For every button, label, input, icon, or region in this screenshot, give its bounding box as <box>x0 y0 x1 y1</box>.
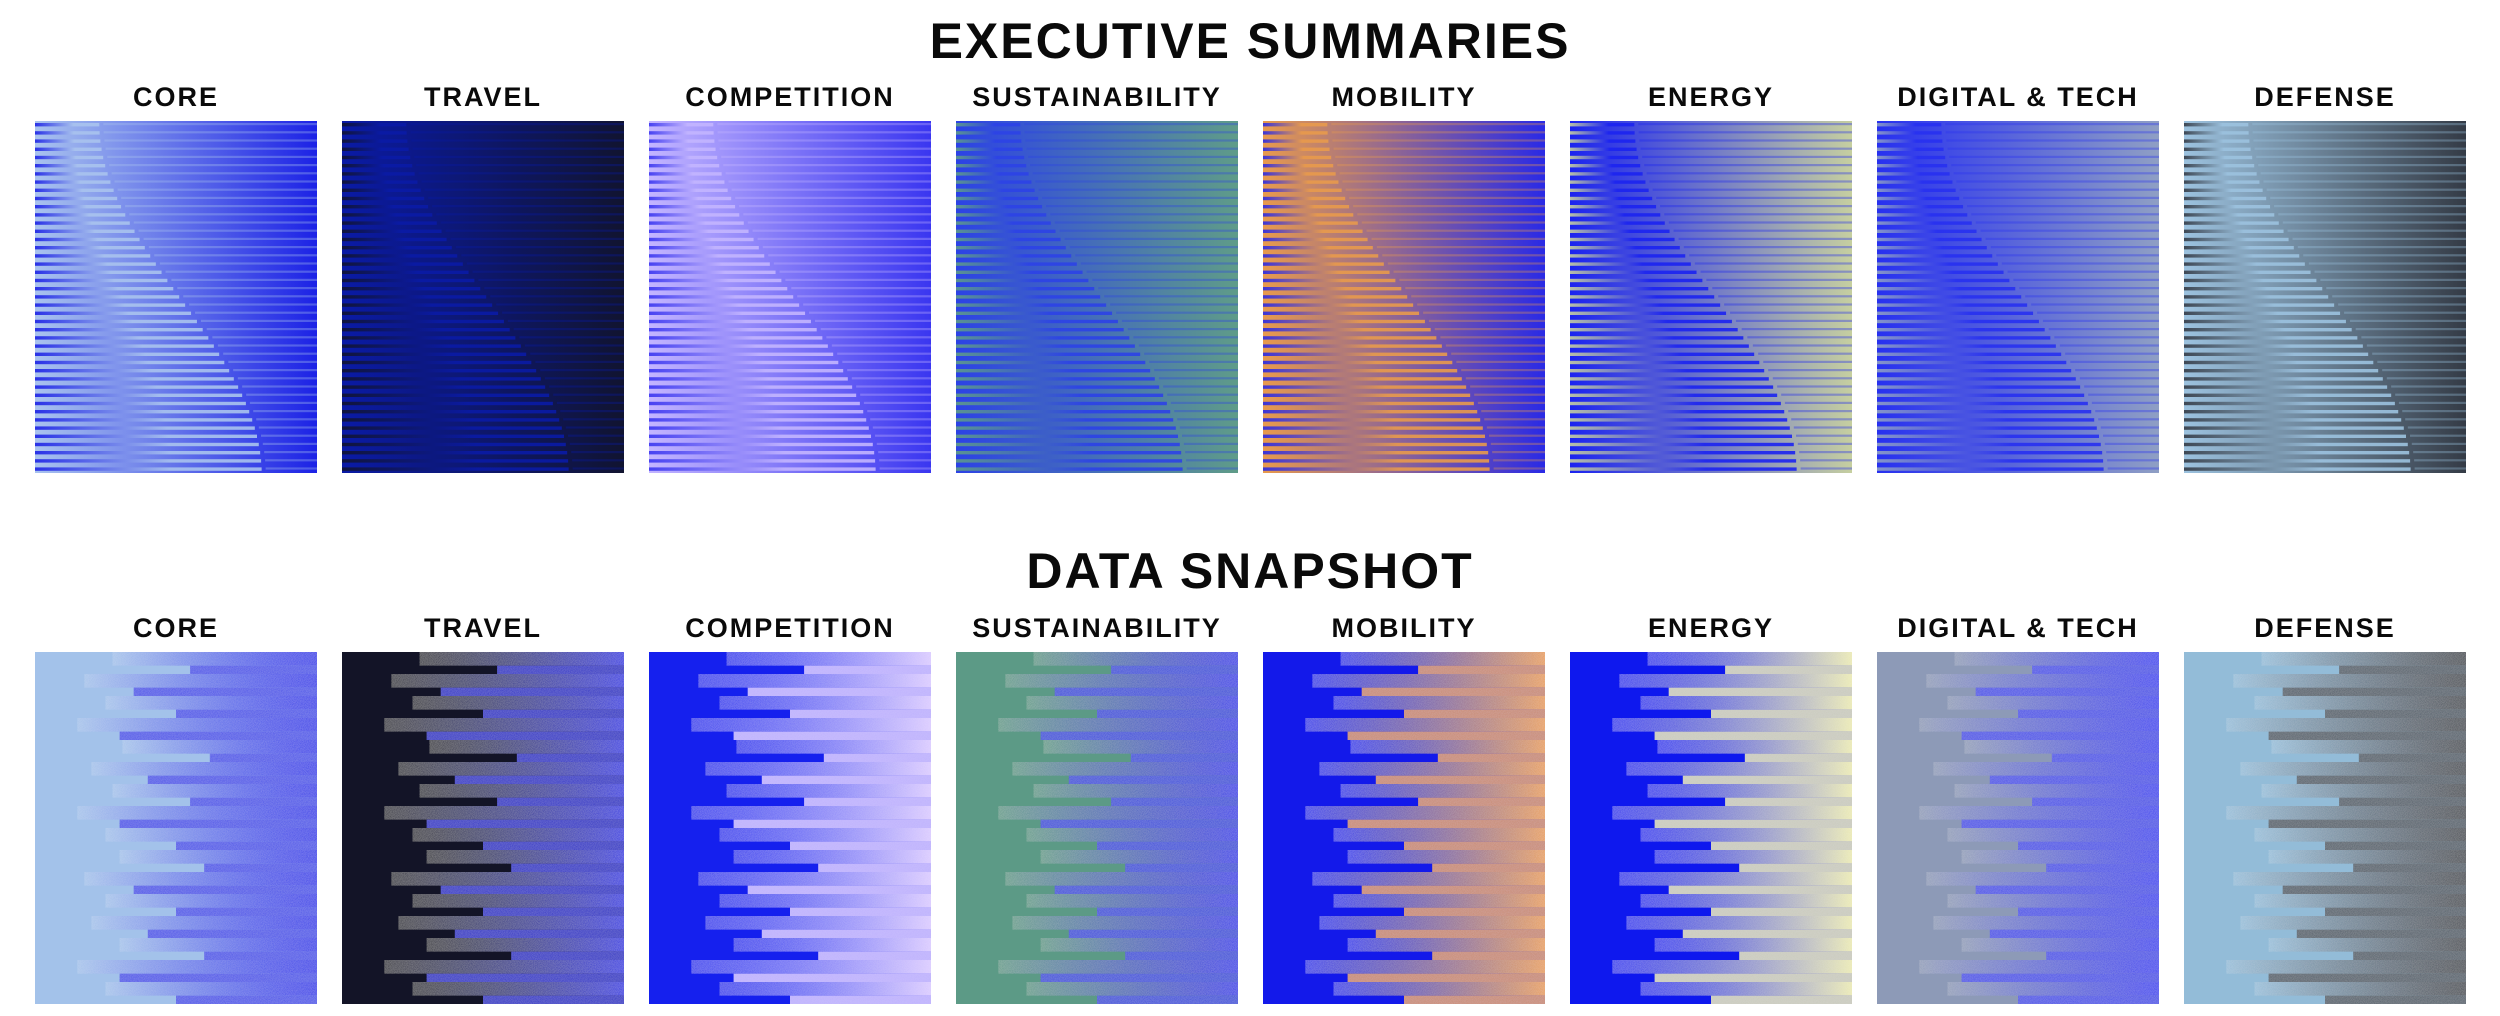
summary-cover-art <box>1570 121 1852 473</box>
snapshot-tile-energy[interactable] <box>1570 652 1852 1004</box>
summary-tile-competition[interactable] <box>649 121 931 473</box>
stripe-group <box>1877 123 2159 471</box>
snapshot-label-sustainability: SUSTAINABILITY <box>972 613 1222 643</box>
summary-cover-art <box>35 121 317 473</box>
snapshot-tile-sustainability[interactable] <box>956 652 1238 1004</box>
snapshot-label-defense: DEFENSE <box>2254 613 2396 643</box>
data-snapshot-title: DATA SNAPSHOT <box>1026 543 1474 599</box>
summary-label-competition: COMPETITION <box>685 82 895 112</box>
summary-cover-art <box>1877 121 2159 473</box>
stripe-group <box>2226 652 2466 1004</box>
summary-cover-art <box>342 121 624 473</box>
summary-tile-core[interactable] <box>35 121 317 473</box>
stripe-group <box>691 652 931 1004</box>
summary-tile-energy[interactable] <box>1570 121 1852 473</box>
snapshot-cover-art <box>649 652 931 1004</box>
summary-tile-mobility[interactable] <box>1263 121 1545 473</box>
stripe-group <box>342 123 624 471</box>
summary-label-digital-and-tech: DIGITAL & TECH <box>1897 82 2139 112</box>
summary-label-travel: TRAVEL <box>424 82 542 112</box>
snapshot-label-mobility: MOBILITY <box>1331 613 1477 643</box>
snapshot-tile-competition[interactable] <box>649 652 931 1004</box>
summary-tile-travel[interactable] <box>342 121 624 473</box>
summary-label-core: CORE <box>132 82 219 112</box>
stripe-group <box>1919 652 2159 1004</box>
summary-label-sustainability: SUSTAINABILITY <box>972 82 1222 112</box>
stripe-group <box>2184 123 2466 471</box>
summary-cover-art <box>956 121 1238 473</box>
summary-cover-art <box>2184 121 2466 473</box>
stripe-group <box>1570 123 1852 471</box>
snapshot-cover-art <box>2184 652 2466 1004</box>
snapshot-tile-defense[interactable] <box>2184 652 2466 1004</box>
snapshot-cover-art <box>956 652 1238 1004</box>
stripe-group <box>998 652 1238 1004</box>
snapshot-label-energy: ENERGY <box>1647 613 1775 643</box>
snapshot-label-digital-and-tech: DIGITAL & TECH <box>1897 613 2139 643</box>
stripe-group <box>35 123 317 471</box>
stripe-group <box>384 652 624 1004</box>
snapshot-cover-art <box>1263 652 1545 1004</box>
snapshot-tile-digital-and-tech[interactable] <box>1877 652 2159 1004</box>
stripe-group <box>1263 123 1545 471</box>
stripe-group <box>1612 652 1852 1004</box>
stripe-group <box>1305 652 1545 1004</box>
stripe-group <box>649 123 931 471</box>
snapshot-tile-travel[interactable] <box>342 652 624 1004</box>
summary-label-defense: DEFENSE <box>2254 82 2396 112</box>
snapshot-cover-art <box>342 652 624 1004</box>
snapshot-label-competition: COMPETITION <box>685 613 895 643</box>
snapshot-tile-mobility[interactable] <box>1263 652 1545 1004</box>
executive-summaries-title: EXECUTIVE SUMMARIES <box>929 13 1571 69</box>
summary-cover-art <box>1263 121 1545 473</box>
summary-label-energy: ENERGY <box>1647 82 1775 112</box>
snapshot-tile-core[interactable] <box>35 652 317 1004</box>
stripe-group <box>77 652 317 1004</box>
summary-cover-art <box>649 121 931 473</box>
snapshot-label-core: CORE <box>132 613 219 643</box>
summary-tile-digital-and-tech[interactable] <box>1877 121 2159 473</box>
summary-tile-defense[interactable] <box>2184 121 2466 473</box>
snapshot-cover-art <box>1570 652 1852 1004</box>
summary-tile-sustainability[interactable] <box>956 121 1238 473</box>
stripe-group <box>956 123 1238 471</box>
snapshot-cover-art <box>1877 652 2159 1004</box>
snapshot-label-travel: TRAVEL <box>424 613 542 643</box>
snapshot-cover-art <box>35 652 317 1004</box>
summary-label-mobility: MOBILITY <box>1331 82 1477 112</box>
